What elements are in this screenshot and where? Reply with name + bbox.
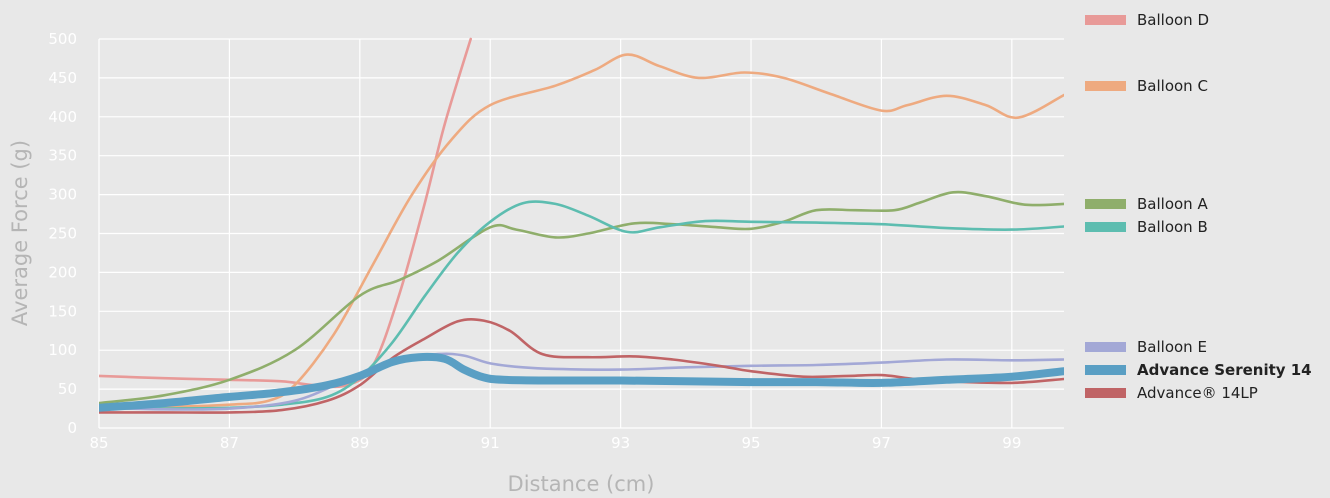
legend-item: Advance Serenity 14 [1085, 361, 1312, 379]
legend-swatch [1085, 342, 1126, 352]
series-line-advance-14lp [99, 318, 1064, 414]
legend-item: Balloon C [1085, 77, 1208, 95]
y-axis-ticks: 0 50 100 150 200 250 300 350 400 450 500 [48, 30, 77, 437]
legend-swatch [1085, 15, 1126, 25]
y-tick-label: 200 [48, 263, 77, 281]
series-line-balloon-b [99, 200, 1064, 410]
legend-label: Advance® 14LP [1137, 384, 1258, 402]
x-tick-label: 97 [872, 434, 891, 452]
legend-swatch [1085, 388, 1126, 398]
x-tick-label: 91 [481, 434, 500, 452]
x-tick-label: 85 [89, 434, 108, 452]
x-tick-label: 95 [741, 434, 760, 452]
series-lines [99, 37, 1064, 414]
legend: Balloon D Balloon C Balloon A Balloon B Ball… [1085, 11, 1312, 402]
legend-swatch [1085, 199, 1126, 209]
y-tick-label: 0 [67, 419, 77, 437]
y-tick-label: 350 [48, 147, 77, 165]
legend-label: Balloon C [1137, 77, 1208, 95]
x-axis-ticks: 85 87 89 91 93 95 97 99 [89, 434, 1021, 452]
legend-label: Balloon D [1137, 11, 1209, 29]
y-tick-label: 150 [48, 302, 77, 320]
y-axis-title: Average Force (g) [8, 140, 32, 326]
x-tick-label: 93 [611, 434, 630, 452]
legend-swatch [1085, 81, 1126, 91]
y-tick-label: 250 [48, 225, 77, 243]
y-tick-label: 400 [48, 108, 77, 126]
legend-label: Balloon E [1137, 338, 1207, 356]
legend-item: Advance® 14LP [1085, 384, 1258, 402]
y-tick-label: 450 [48, 69, 77, 87]
legend-label: Balloon B [1137, 218, 1208, 236]
series-line-balloon-c [99, 53, 1064, 409]
x-tick-label: 99 [1002, 434, 1021, 452]
series-line-balloon-a [99, 190, 1064, 405]
y-tick-label: 50 [58, 380, 77, 398]
x-tick-label: 89 [350, 434, 369, 452]
legend-item: Balloon D [1085, 11, 1209, 29]
legend-item: Balloon E [1085, 338, 1207, 356]
y-tick-label: 300 [48, 186, 77, 204]
y-tick-label: 100 [48, 341, 77, 359]
x-axis-title: Distance (cm) [508, 472, 655, 496]
series-line-balloon-e [99, 352, 1064, 411]
legend-swatch [1085, 222, 1126, 232]
x-tick-label: 87 [220, 434, 239, 452]
y-tick-label: 500 [48, 30, 77, 48]
legend-label: Advance Serenity 14 [1137, 361, 1312, 379]
legend-item: Balloon B [1085, 218, 1208, 236]
legend-item: Balloon A [1085, 195, 1208, 213]
legend-label: Balloon A [1137, 195, 1208, 213]
series-line-advance-serenity-14 [99, 352, 1064, 412]
legend-swatch [1085, 365, 1126, 375]
series-line-balloon-d [99, 37, 472, 389]
